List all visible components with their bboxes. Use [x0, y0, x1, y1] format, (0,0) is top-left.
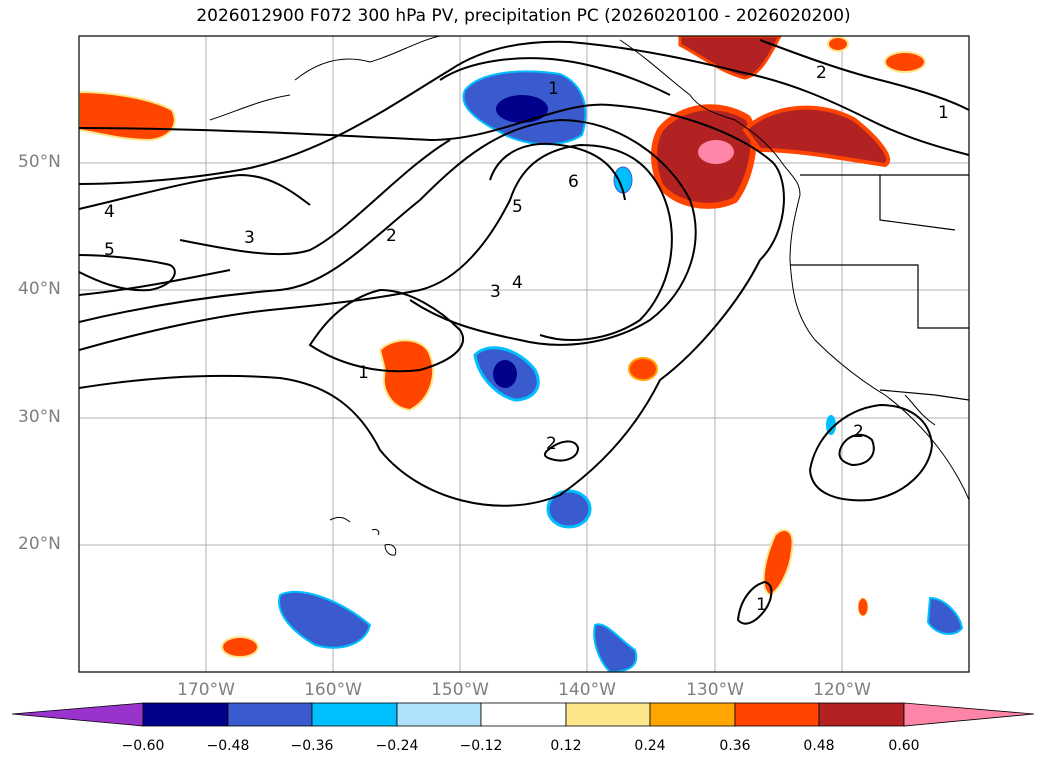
colorbar-tick-label: −0.48: [206, 738, 250, 754]
colorbar-extend-max: [903, 702, 1035, 727]
colorbar-tick-label: −0.12: [459, 738, 503, 754]
colorbar-tick-label: 0.24: [634, 738, 666, 754]
colorbar: [11, 702, 1035, 727]
precip-anomaly-north-band: [742, 105, 891, 168]
contour-label: 1: [938, 103, 949, 123]
contour-label: 2: [546, 434, 557, 454]
colorbar-tick-label: 0.36: [719, 738, 751, 754]
contour-label: 1: [548, 79, 559, 99]
precip-anomaly-pink: [698, 140, 734, 164]
lon-label-160w: 160°W: [304, 680, 362, 700]
precip-anomaly-bottom-blue: [593, 623, 638, 672]
political-borders: [790, 174, 969, 401]
map-area: 1 2 4 5 3 2 1 6 5 4 3 1 2 2 2 1: [79, 36, 969, 672]
precip-anomaly-small-orange: [628, 357, 658, 381]
lon-label-130w: 130°W: [686, 680, 744, 700]
colorbar-tick-label: 0.12: [550, 738, 582, 754]
precip-anomaly-negative-core: [496, 95, 548, 123]
contour-label: 3: [490, 282, 501, 302]
colorbar-tick-label: 0.60: [888, 738, 920, 754]
colorbar-segment: [227, 702, 313, 727]
colorbar-extend-min: [11, 702, 144, 727]
precip-anomaly-south-orange: [762, 529, 794, 597]
precip-anomaly-top: [678, 36, 782, 80]
colorbar-segment: [649, 702, 736, 727]
contour-label: 2: [853, 422, 864, 442]
precip-anomaly-mid-blue-core: [493, 360, 517, 388]
colorbar-tick-label: 0.48: [803, 738, 835, 754]
lon-label-140w: 140°W: [558, 680, 616, 700]
colorbar-tick-label: −0.60: [121, 738, 165, 754]
colorbar-tick-label: −0.24: [375, 738, 419, 754]
lat-label-30n: 30°N: [18, 407, 61, 427]
precip-anomaly-mid-orange: [378, 339, 435, 412]
colorbar-segment: [480, 702, 567, 727]
contour-label: 4: [512, 273, 523, 293]
colorbar-segment: [818, 702, 905, 727]
precip-anomaly-top-small: [827, 36, 849, 52]
lon-label-170w: 170°W: [177, 680, 235, 700]
lon-label-120w: 120°W: [813, 680, 871, 700]
lat-label-40n: 40°N: [18, 279, 61, 299]
contour-label: 4: [104, 202, 115, 222]
precip-anomaly-tiny-orange: [857, 597, 869, 617]
precip-anomaly-se-blue: [926, 596, 964, 635]
precip-anomaly-sw-blue: [278, 590, 372, 649]
contour-labels: 1 2 4 5 3 2 1 6 5 4 3 1 2 2 2 1: [104, 63, 949, 615]
precip-anomaly-east-cyan: [826, 415, 836, 435]
colorbar-segment: [396, 702, 482, 727]
lon-label-150w: 150°W: [431, 680, 489, 700]
contour-label: 2: [386, 226, 397, 246]
contour-label: 1: [358, 363, 369, 383]
lat-label-20n: 20°N: [18, 534, 61, 554]
colorbar-segment: [142, 702, 229, 727]
precip-anomaly-top-right: [884, 51, 926, 73]
contour-label: 6: [568, 172, 579, 192]
colorbar-segment: [565, 702, 651, 727]
pv-contours: [79, 39, 969, 625]
contour-label: 1: [756, 595, 767, 615]
precip-shading: [79, 36, 964, 672]
lat-label-50n: 50°N: [18, 152, 61, 172]
precip-anomaly-south-blue: [546, 489, 592, 529]
contour-label: 3: [244, 228, 255, 248]
contour-label: 5: [512, 197, 523, 217]
colorbar-tick-label: −0.36: [290, 738, 334, 754]
precip-anomaly-sw-orange: [221, 636, 259, 658]
colorbar-segment: [311, 702, 398, 727]
coastlines: [209, 36, 969, 556]
colorbar-segment: [734, 702, 820, 727]
plot-title: 2026012900 F072 300 hPa PV, precipitatio…: [196, 6, 851, 26]
contour-label: 5: [104, 240, 115, 260]
map-frame: [78, 35, 970, 673]
contour-label: 2: [816, 63, 827, 83]
